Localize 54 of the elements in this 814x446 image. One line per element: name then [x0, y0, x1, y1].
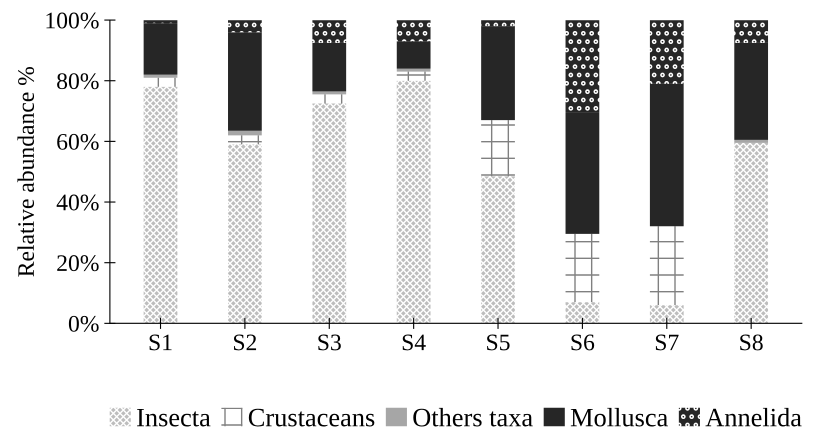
x-tick-label: S7 [656, 334, 679, 350]
bar [228, 135, 262, 144]
y-tick-label: 80% [57, 73, 99, 90]
y-axis-title: Relative abundance % [17, 66, 34, 277]
bar [312, 91, 346, 94]
y-tick-label: 60% [57, 134, 99, 150]
bar [396, 80, 431, 324]
bar [481, 20, 515, 26]
x-tick-label: S8 [740, 334, 763, 350]
legend-label: Insecta [137, 408, 210, 426]
bar [650, 305, 684, 324]
bar [734, 20, 768, 43]
bar [650, 20, 684, 84]
bar [481, 26, 515, 120]
bar [396, 68, 431, 72]
x-tick-label: S5 [487, 334, 510, 350]
x-tick-label: S3 [318, 334, 341, 350]
legend-label: Others taxa [413, 408, 533, 426]
y-tick-label: 20% [57, 255, 99, 272]
bar [734, 142, 768, 324]
bar [312, 103, 346, 324]
legend-label: Crustaceans [248, 408, 374, 426]
x-tick-label: S6 [572, 334, 594, 350]
bar [312, 42, 346, 92]
bar [144, 86, 178, 324]
bar [396, 72, 431, 81]
y-tick-label: 0% [68, 316, 99, 332]
bar [650, 226, 684, 306]
bar [566, 234, 600, 302]
bar [144, 78, 178, 87]
bar [734, 42, 768, 140]
legend-label: Annelida [705, 408, 802, 426]
y-tick-label: 100% [46, 12, 99, 29]
bar [566, 302, 600, 324]
bar [312, 20, 346, 43]
bar [566, 112, 600, 234]
bar [228, 32, 262, 131]
bar [144, 23, 178, 75]
bar [396, 20, 431, 42]
bar [566, 20, 600, 113]
bar [228, 20, 262, 32]
bar [481, 176, 515, 324]
bar [144, 74, 178, 78]
bar [650, 84, 684, 226]
legend-label: Mollusca [570, 408, 668, 426]
bar [228, 130, 262, 136]
x-tick-label: S2 [234, 334, 256, 350]
y-tick-label: 40% [56, 194, 99, 211]
bar [734, 140, 768, 143]
bar [481, 120, 515, 176]
x-tick-label: S1 [150, 334, 172, 350]
x-tick-label: S4 [402, 334, 426, 350]
bar [396, 41, 431, 69]
bar [228, 144, 262, 324]
